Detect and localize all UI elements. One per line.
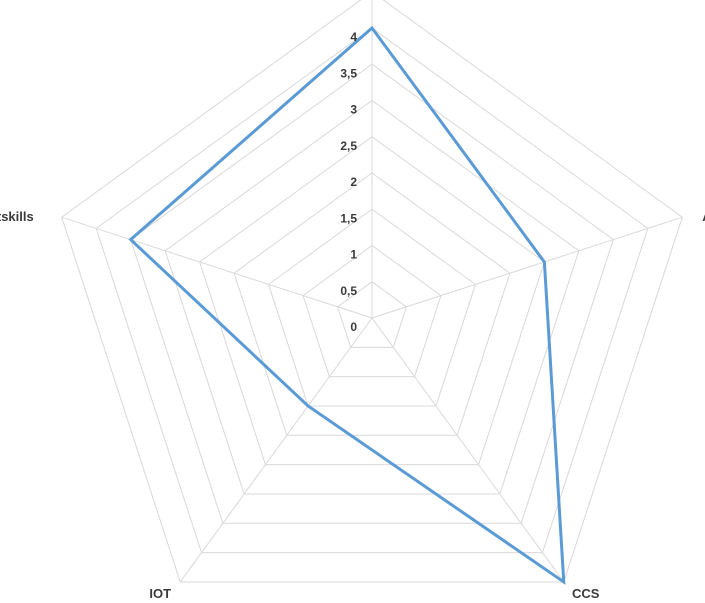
- category-label-softskills: Softskills: [0, 209, 34, 224]
- radar-grid: [61, 0, 683, 583]
- radial-spoke: [371, 317, 565, 583]
- tick-label: 2: [350, 175, 357, 189]
- radial-spoke: [371, 216, 683, 319]
- category-label-ai: AI: [702, 209, 705, 224]
- tick-label: 1,5: [340, 211, 357, 225]
- radial-tick-labels: 0 0,5 1 1,5 2 2,5 3 3,5 4: [340, 30, 357, 334]
- grid-ring: [199, 136, 545, 466]
- grid-ring: [130, 63, 614, 524]
- tick-label: 3,5: [340, 66, 357, 80]
- tick-label: 4: [350, 30, 357, 44]
- grid-ring: [336, 281, 408, 348]
- tick-label: 1: [350, 248, 357, 262]
- tick-label: 0: [350, 320, 357, 334]
- radial-spoke: [61, 216, 373, 319]
- grid-ring: [302, 244, 442, 378]
- category-label-iot: IOT: [149, 586, 171, 601]
- grid-ring: [267, 208, 477, 407]
- radar-series-layer: [128, 25, 566, 585]
- grid-ring: [164, 99, 580, 495]
- category-label-ccs: CCS: [572, 586, 600, 601]
- grid-ring: [233, 172, 511, 436]
- radial-spoke: [179, 317, 373, 583]
- tick-label: 3: [350, 103, 357, 117]
- tick-label: 0,5: [340, 284, 357, 298]
- grid-ring: [95, 27, 649, 554]
- series-outline: [128, 25, 566, 585]
- tick-label: 2,5: [340, 139, 357, 153]
- grid-ring: [61, 0, 683, 583]
